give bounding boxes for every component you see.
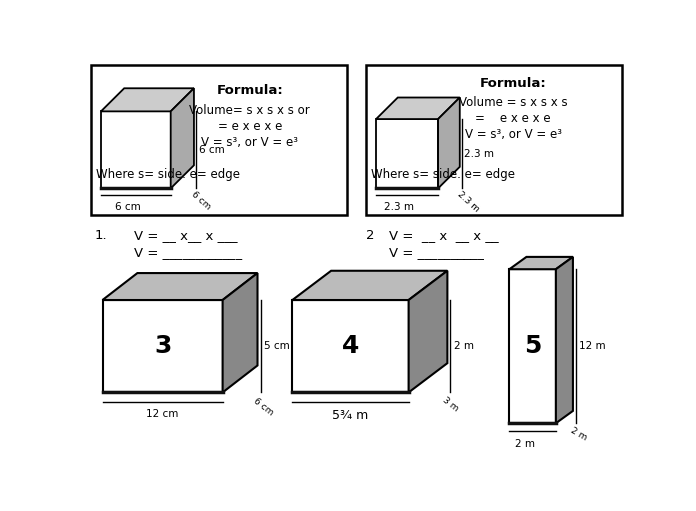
Text: 4: 4	[342, 334, 359, 358]
Text: 12 cm: 12 cm	[146, 409, 179, 420]
Polygon shape	[102, 300, 223, 392]
Text: 12 m: 12 m	[579, 341, 606, 351]
Text: V =  __ x  __ x __: V = __ x __ x __	[389, 229, 499, 242]
Text: 2.3 m: 2.3 m	[464, 149, 494, 159]
Text: 2 m: 2 m	[515, 438, 535, 449]
Text: 2 m: 2 m	[454, 341, 473, 351]
Text: Where s= side. e= edge: Where s= side. e= edge	[372, 168, 516, 180]
Polygon shape	[376, 98, 460, 119]
Text: 3: 3	[154, 334, 171, 358]
Bar	[91, 65, 347, 215]
Text: 5¾ m: 5¾ m	[333, 409, 369, 423]
Polygon shape	[292, 300, 409, 392]
Polygon shape	[556, 257, 573, 423]
Text: 1.: 1.	[95, 229, 107, 242]
Text: 6 cm: 6 cm	[116, 202, 141, 212]
Text: 6 cm: 6 cm	[251, 396, 274, 417]
Text: 2.3 m: 2.3 m	[456, 190, 481, 214]
Polygon shape	[509, 257, 573, 269]
Polygon shape	[376, 119, 438, 189]
Text: =    e x e x e: = e x e x e	[475, 112, 551, 125]
Text: 2.3 m: 2.3 m	[384, 202, 414, 212]
Text: 6 cm: 6 cm	[198, 145, 224, 155]
Text: 2 m: 2 m	[569, 426, 589, 442]
Text: Formula:: Formula:	[216, 84, 283, 98]
Text: V = ____________: V = ____________	[134, 246, 242, 259]
Polygon shape	[102, 273, 258, 300]
Polygon shape	[223, 273, 258, 392]
Text: V = s³, or V = e³: V = s³, or V = e³	[201, 136, 299, 149]
Text: Volume = s x s x s: Volume = s x s x s	[459, 96, 567, 109]
Text: = e x e x e: = e x e x e	[218, 120, 282, 133]
Text: V = __ x__ x ___: V = __ x__ x ___	[134, 229, 237, 242]
Polygon shape	[438, 98, 460, 189]
Polygon shape	[171, 88, 194, 189]
Text: Volume= s x s x s or: Volume= s x s x s or	[189, 104, 310, 117]
Text: 6 cm: 6 cm	[190, 190, 213, 212]
Text: V = s³, or V = e³: V = s³, or V = e³	[465, 128, 562, 142]
Text: 5: 5	[524, 334, 541, 358]
Text: 5 cm: 5 cm	[264, 341, 290, 351]
Text: Formula:: Formula:	[480, 77, 546, 90]
Text: 3 m: 3 m	[441, 396, 461, 413]
Polygon shape	[101, 88, 194, 111]
Polygon shape	[101, 111, 171, 189]
Text: V = __________: V = __________	[389, 246, 484, 259]
Polygon shape	[509, 269, 556, 423]
Bar	[366, 65, 622, 215]
Polygon shape	[409, 271, 448, 392]
Text: Where s= side. e= edge: Where s= side. e= edge	[96, 168, 240, 180]
Polygon shape	[292, 271, 448, 300]
Text: 2: 2	[366, 229, 374, 242]
